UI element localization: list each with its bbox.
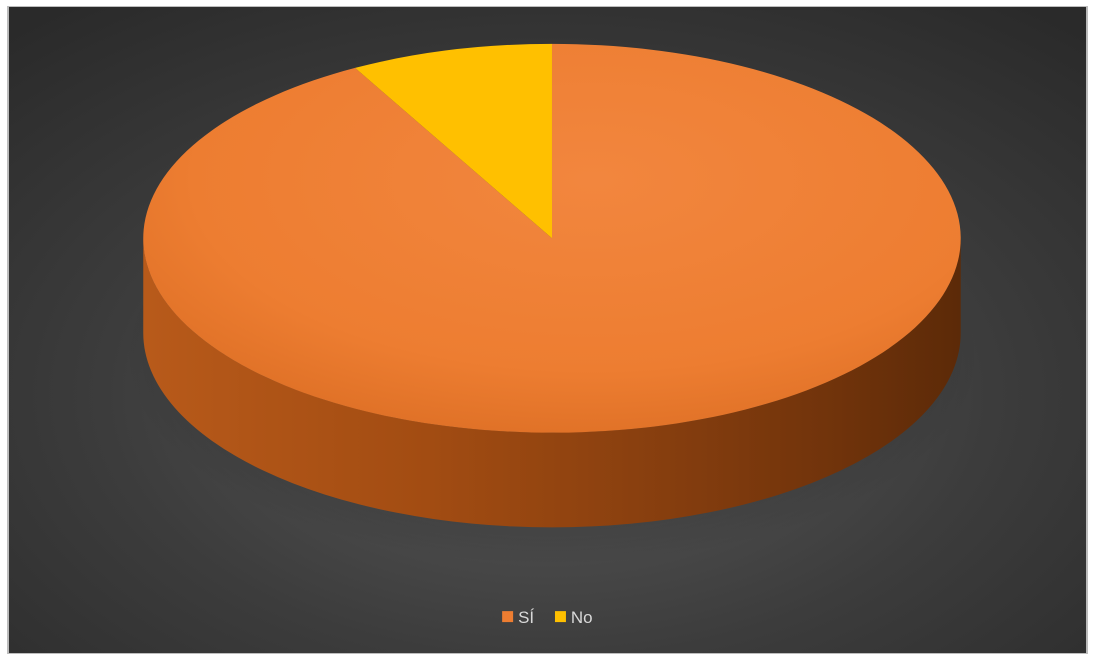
pie-slice-no[interactable] bbox=[355, 43, 552, 239]
legend-swatch-1 bbox=[554, 611, 566, 623]
legend-swatch-0 bbox=[502, 611, 514, 623]
legend-label-0: SÍ bbox=[518, 608, 534, 627]
pie-side-si bbox=[143, 238, 961, 528]
pie-slices bbox=[143, 43, 961, 528]
pie-chart: SÍ No bbox=[8, 7, 1087, 653]
chart-area: SÍ No bbox=[7, 6, 1088, 654]
legend: SÍ No bbox=[502, 608, 593, 627]
legend-label-1: No bbox=[571, 608, 593, 627]
